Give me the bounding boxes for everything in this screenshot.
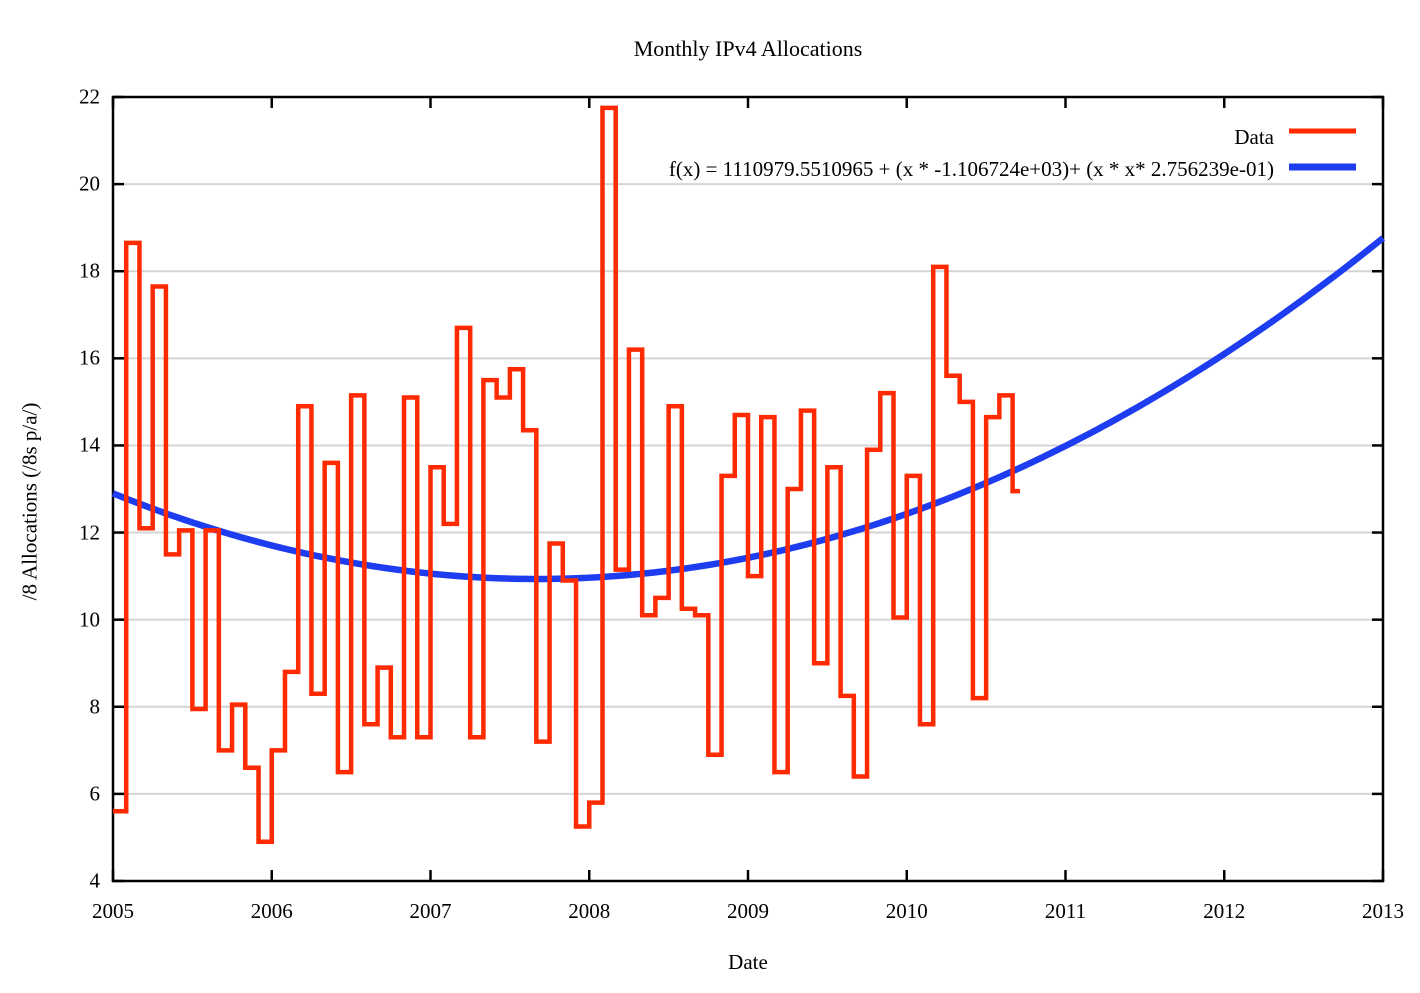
chart-title: Monthly IPv4 Allocations xyxy=(633,36,863,61)
legend-data-label: Data xyxy=(1234,125,1274,149)
y-tick-label-20: 20 xyxy=(79,171,100,196)
y-tick-label-22: 22 xyxy=(79,84,100,109)
x-tick-label-2009: 2009 xyxy=(727,899,769,923)
y-tick-label-6: 6 xyxy=(89,781,101,806)
legend-fit-label: f(x) = 1110979.5510965 + (x * -1.106724e… xyxy=(668,157,1274,181)
data-series-steps xyxy=(113,105,1020,845)
x-tick-label-2012: 2012 xyxy=(1203,899,1246,923)
y-tick-label-10: 10 xyxy=(79,607,100,632)
y-tick-label-18: 18 xyxy=(79,258,100,283)
y-tick-label-12: 12 xyxy=(79,520,100,545)
x-tick-label-2008: 2008 xyxy=(568,899,611,923)
x-tick-label-2006: 2006 xyxy=(250,899,293,923)
y-tick-label-4: 4 xyxy=(89,868,101,893)
y-tick-label-8: 8 xyxy=(89,694,101,719)
y-tick-label-14: 14 xyxy=(79,432,100,457)
x-tick-label-2013: 2013 xyxy=(1362,899,1404,923)
x-axis-label: Date xyxy=(728,950,768,974)
x-tick-label-2011: 2011 xyxy=(1044,899,1087,923)
x-tick-label-2005: 2005 xyxy=(92,899,134,923)
x-tick-label-2007: 2007 xyxy=(409,899,452,923)
y-tick-label-16: 16 xyxy=(79,345,100,370)
x-tick-label-2010: 2010 xyxy=(885,899,928,923)
